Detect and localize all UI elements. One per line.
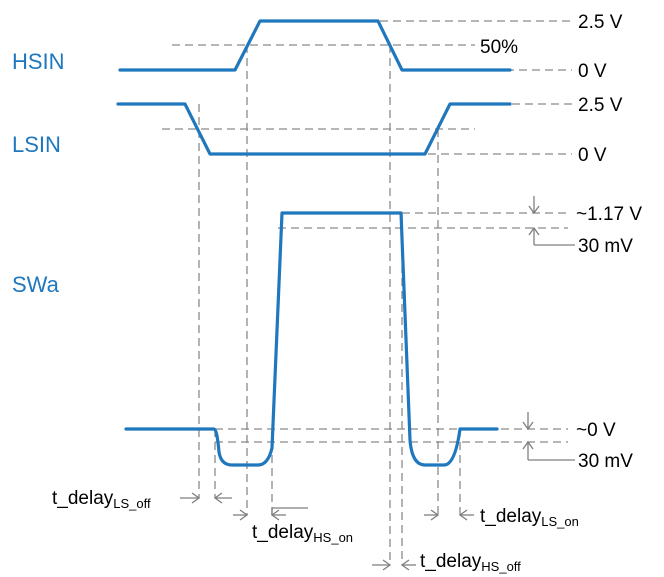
- level-labels: 2.5 V 50% 0 V 2.5 V 0 V ~1.17 V 30 mV ~0…: [480, 12, 642, 472]
- swa-high-label: ~1.17 V: [576, 204, 642, 225]
- swa-low-label: ~0 V: [576, 420, 616, 441]
- swa-low-tol-label: 30 mV: [578, 451, 633, 472]
- hsin-low-label: 0 V: [578, 61, 607, 82]
- hsin-mid-label: 50%: [480, 37, 518, 58]
- t-delay-ls-on-base: t_delay: [480, 506, 542, 527]
- t-delay-ls-off-label: t_delayLS_off: [52, 488, 151, 511]
- signal-labels: HSIN LSIN SWa: [12, 49, 65, 297]
- lsin-high-label: 2.5 V: [578, 95, 623, 116]
- lsin-low-label: 0 V: [578, 145, 607, 166]
- t-delay-ls-on-label: t_delayLS_on: [480, 506, 579, 529]
- swa-high-tol-label: 30 mV: [578, 236, 633, 257]
- t-delay-hs-on-sub: HS_on: [313, 530, 353, 545]
- t-delay-hs-off-sub: HS_off: [481, 559, 521, 574]
- swa-label: SWa: [12, 272, 60, 297]
- delay-labels: t_delayLS_off t_delayHS_on t_delayLS_on …: [52, 488, 579, 574]
- t-delay-ls-off-base: t_delay: [52, 488, 114, 509]
- waveforms: [118, 21, 510, 465]
- t-delay-ls-off-sub: LS_off: [113, 496, 151, 511]
- hsin-high-label: 2.5 V: [578, 12, 623, 33]
- t-delay-ls-on-sub: LS_on: [541, 514, 579, 529]
- t-delay-hs-on-base: t_delay: [252, 522, 314, 543]
- t-delay-hs-on-label: t_delayHS_on: [252, 522, 353, 545]
- t-delay-hs-off-label: t_delayHS_off: [420, 551, 521, 574]
- lsin-label: LSIN: [12, 132, 61, 157]
- t-delay-hs-off-base: t_delay: [420, 551, 482, 572]
- hsin-label: HSIN: [12, 49, 65, 74]
- swa-waveform: [126, 213, 497, 465]
- tolerance-markers: [523, 196, 575, 460]
